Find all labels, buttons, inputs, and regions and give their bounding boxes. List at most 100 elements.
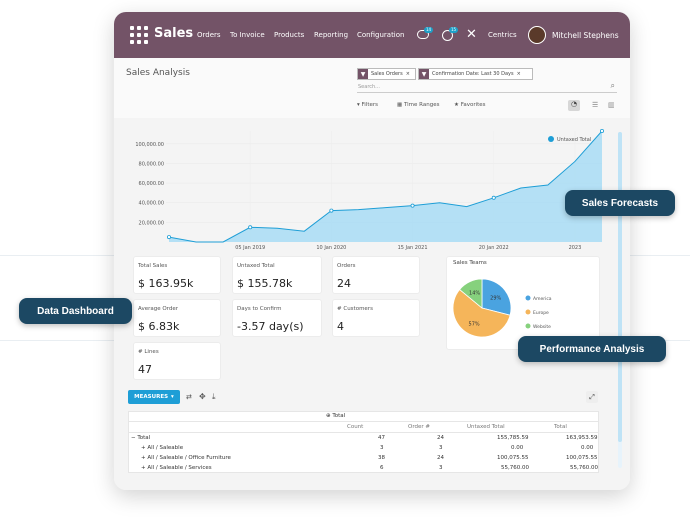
- graph-view-icon[interactable]: ▥: [608, 101, 615, 109]
- area-chart: 100,000.00 80,000.00 60,000.00 40,000.00 20,…: [135, 128, 604, 250]
- row-label-total[interactable]: − Total: [131, 435, 151, 441]
- apps-menu-icon[interactable]: [130, 26, 148, 44]
- callout-data-dashboard: Data Dashboard: [19, 298, 132, 324]
- col-header-untaxed[interactable]: Untaxed Total: [467, 424, 505, 430]
- cell-value: 155,785.59: [497, 435, 529, 441]
- avatar[interactable]: [528, 26, 546, 44]
- user-name[interactable]: Mitchell Stephens: [552, 31, 619, 40]
- messages-icon[interactable]: [417, 30, 429, 39]
- cell-value: 3: [380, 445, 384, 451]
- cell-value: 100,075.55: [497, 455, 529, 461]
- data-point: [491, 195, 496, 200]
- list-view-icon[interactable]: ☰: [592, 101, 599, 109]
- cell-value: 3: [439, 465, 443, 471]
- pie-slice: [452, 288, 511, 338]
- nav-reporting[interactable]: Reporting: [314, 31, 349, 39]
- cell-value: 100,075.55: [566, 455, 598, 461]
- filters-dropdown[interactable]: ▾ Filters: [357, 102, 379, 108]
- remove-facet-icon[interactable]: ×: [405, 71, 410, 77]
- x-tick-label: 15 Jan 2021: [398, 245, 428, 250]
- y-tick-label: 60,000.00: [139, 181, 164, 187]
- time-ranges-dropdown[interactable]: ▦ Time Ranges: [397, 102, 440, 108]
- legend-label: Untaxed Total: [557, 137, 591, 143]
- star-icon: ★: [454, 102, 461, 108]
- expand-all-icon[interactable]: ✥: [199, 392, 206, 401]
- nav-products[interactable]: Products: [274, 31, 305, 39]
- row-divider: [128, 432, 599, 433]
- data-point: [248, 225, 253, 230]
- caret-down-icon: ▾: [171, 394, 174, 400]
- kpi-average-order[interactable]: Average Order $ 6.83k: [133, 299, 221, 337]
- data-point: [329, 208, 334, 213]
- kpi-orders[interactable]: Orders 24: [332, 256, 420, 294]
- x-tick-label: 20 Jan 2022: [479, 245, 509, 250]
- kpi-customers[interactable]: # Customers 4: [332, 299, 420, 337]
- kpi-days-to-confirm[interactable]: Days to Confirm -3.57 day(s): [232, 299, 322, 337]
- dashboard-view-button[interactable]: ◔: [568, 100, 580, 111]
- company-switcher[interactable]: Centrics: [488, 31, 517, 39]
- kpi-untaxed-total[interactable]: Untaxed Total $ 155.78k: [232, 256, 322, 294]
- sales-teams-pie: 29% America 57% Europe 14% Website: [452, 278, 552, 338]
- y-tick-label: 40,000.00: [139, 201, 164, 207]
- area-fill: [169, 131, 602, 242]
- legend-label: Website: [533, 324, 551, 330]
- cell-value: 55,760.00: [501, 465, 529, 471]
- data-point: [410, 203, 415, 208]
- x-tick-label: 10 Jan 2020: [316, 245, 346, 250]
- remove-facet-icon[interactable]: ×: [516, 71, 521, 77]
- kpi-total-sales[interactable]: Total Sales $ 163.95k: [133, 256, 221, 294]
- search-placeholder: Search...: [358, 84, 380, 90]
- facet-confirmation-date[interactable]: ▼ Confirmation Date: Last 30 Days ×: [418, 68, 533, 80]
- callout-performance-analysis: Performance Analysis: [518, 336, 666, 362]
- col-header-order[interactable]: Order #: [408, 424, 430, 430]
- facet-label: Sales Orders: [371, 71, 403, 77]
- legend-swatch: [525, 309, 531, 315]
- y-tick-label: 100,000.00: [135, 142, 164, 148]
- x-tick-label: 05 Jan 2019: [235, 245, 265, 250]
- row-label-office-furniture[interactable]: + All / Saleable / Office Furniture: [141, 455, 231, 461]
- pie-slice: [481, 278, 512, 316]
- top-navbar: Sales Orders To Invoice Products Reporti…: [114, 12, 630, 58]
- col-header-count[interactable]: Count: [347, 424, 364, 430]
- pie-slice-label: 14%: [469, 290, 480, 296]
- series-line: [168, 130, 603, 243]
- y-tick-label: 80,000.00: [139, 161, 164, 167]
- page-title: Sales Analysis: [126, 68, 190, 78]
- data-point: [599, 128, 604, 133]
- legend-swatch: [525, 323, 531, 329]
- row-divider: [128, 421, 599, 422]
- activities-icon[interactable]: [442, 30, 453, 41]
- app-title[interactable]: Sales: [154, 26, 194, 41]
- cell-value: 24: [437, 435, 444, 441]
- fullscreen-icon[interactable]: ⤢: [586, 391, 598, 403]
- activities-badge: 15: [449, 27, 459, 33]
- data-point: [167, 235, 172, 240]
- measures-button[interactable]: MEASURES ▾: [128, 390, 180, 404]
- favorites-dropdown[interactable]: ★ Favorites: [454, 102, 486, 108]
- facet-label: Confirmation Date: Last 30 Days: [432, 71, 514, 77]
- download-icon[interactable]: ⤓: [212, 392, 216, 401]
- y-tick-label: 20,000.00: [139, 220, 164, 226]
- pie-slice: [459, 278, 483, 309]
- nav-to-invoice[interactable]: To Invoice: [230, 31, 265, 39]
- cell-value: 24: [437, 455, 444, 461]
- search-input[interactable]: Search... ⌕: [357, 81, 617, 93]
- cell-value: 47: [378, 435, 385, 441]
- scrollbar-thumb[interactable]: [618, 132, 622, 442]
- legend-swatch: [525, 295, 531, 301]
- kpi-lines[interactable]: # Lines 47: [133, 342, 221, 380]
- facet-sales-orders[interactable]: ▼ Sales Orders ×: [357, 68, 416, 80]
- row-label-services[interactable]: + All / Saleable / Services: [141, 465, 212, 471]
- cell-value: 55,760.00: [570, 465, 598, 471]
- search-icon[interactable]: ⌕: [610, 81, 615, 90]
- pivot-header-group[interactable]: ⊕ Total: [326, 413, 346, 419]
- col-header-total[interactable]: Total: [554, 424, 567, 430]
- nav-configuration[interactable]: Configuration: [357, 31, 405, 39]
- nav-orders[interactable]: Orders: [197, 31, 221, 39]
- pie-title: Sales Teams: [453, 260, 487, 266]
- row-label-saleable[interactable]: + All / Saleable: [141, 445, 184, 451]
- tools-icon[interactable]: ✕: [466, 27, 477, 42]
- calendar-icon: ▦: [397, 102, 404, 108]
- legend-label: America: [533, 296, 552, 302]
- flip-axis-icon[interactable]: ⇄: [186, 393, 192, 401]
